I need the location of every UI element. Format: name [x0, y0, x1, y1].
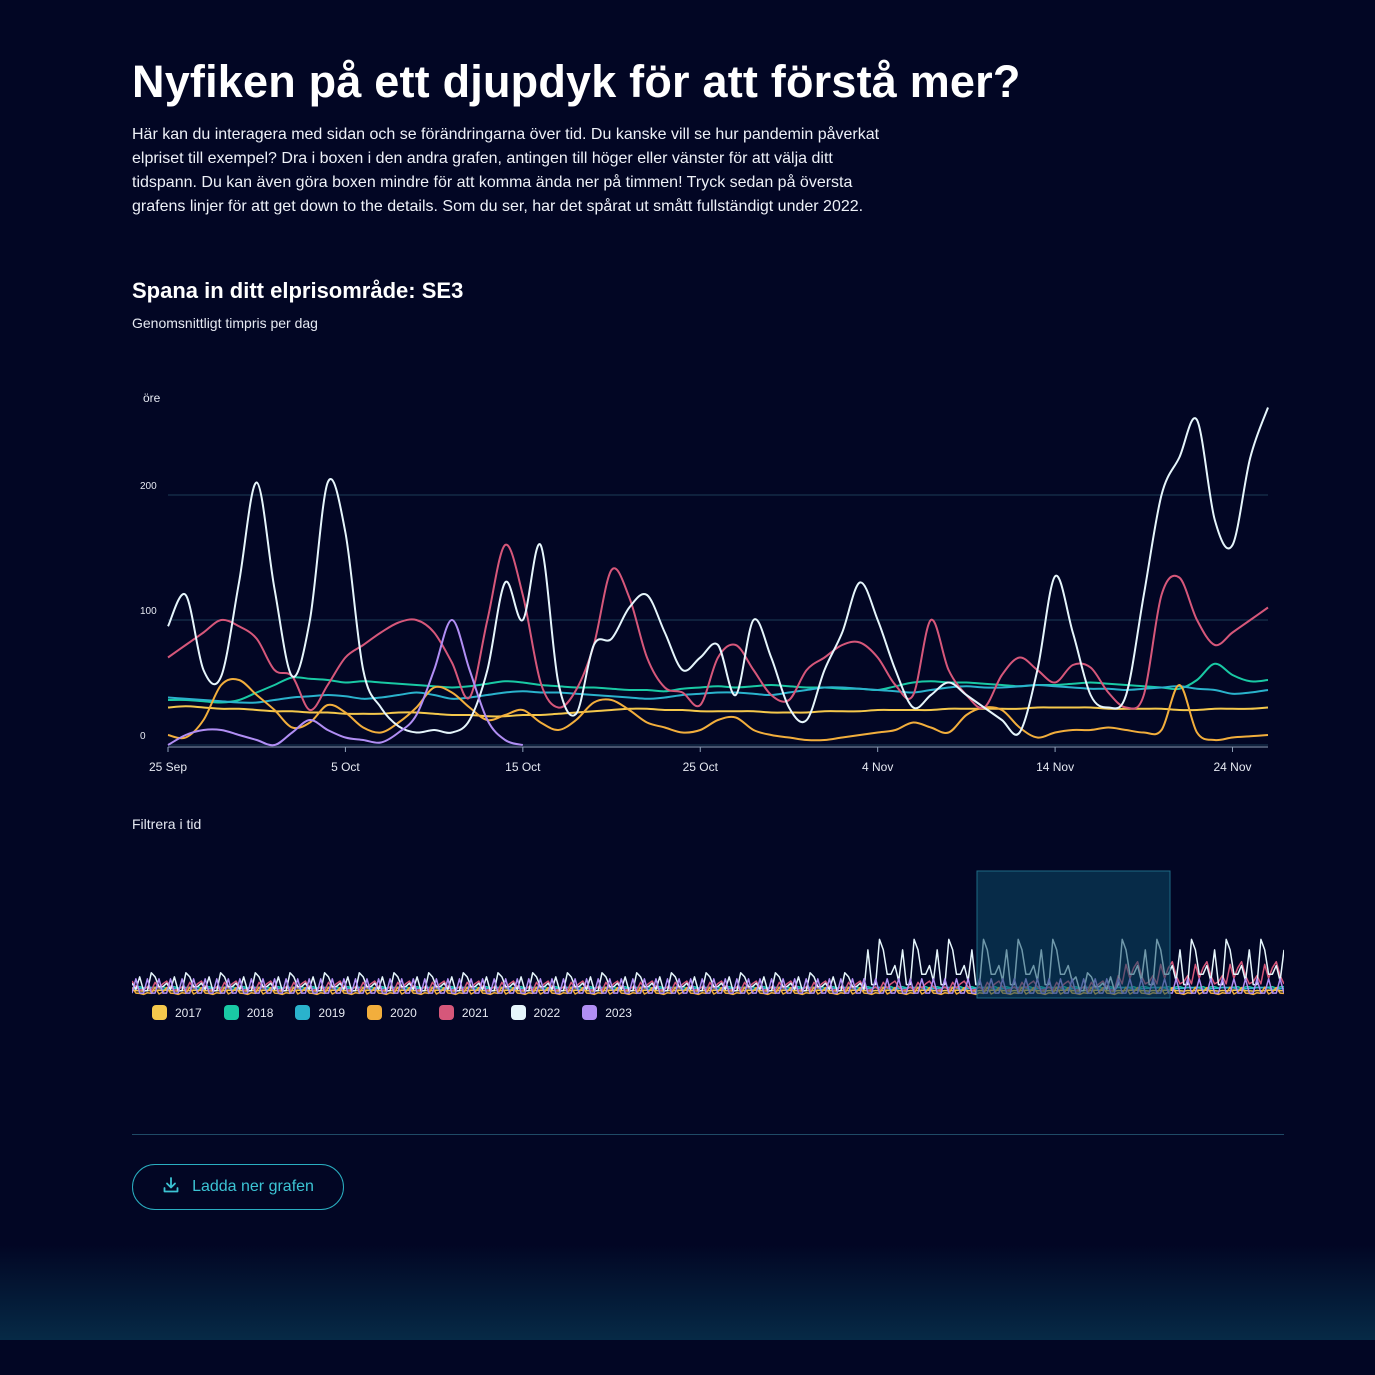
legend-item-2017[interactable]: 2017: [152, 1005, 202, 1020]
legend-label: 2017: [175, 1005, 202, 1020]
legend-item-2019[interactable]: 2019: [295, 1005, 345, 1020]
x-axis: 25 Sep 5 Oct 15 Oct 25 Oct 4 Nov 14 Nov 24 Nov: [149, 746, 1268, 774]
series-line-2021[interactable]: [167, 543, 1269, 711]
grid: 0 100 200: [140, 481, 1268, 746]
legend-swatch: [582, 1005, 598, 1020]
legend-item-2020[interactable]: 2020: [367, 1005, 417, 1020]
x-tick-label: 15 Oct: [505, 760, 541, 774]
legend-item-2018[interactable]: 2018: [223, 1005, 274, 1020]
series-line-2017[interactable]: [167, 705, 1269, 718]
footer-band: [0, 1245, 1375, 1340]
x-tick-label: 25 Oct: [683, 760, 719, 774]
x-tick-label: 14 Nov: [1036, 760, 1074, 774]
brush-selection-box[interactable]: [976, 870, 1171, 999]
x-tick-label: 24 Nov: [1214, 760, 1252, 774]
x-tick-label: 25 Sep: [149, 760, 187, 774]
legend-swatch: [510, 1005, 526, 1020]
legend-label: 2021: [461, 1005, 489, 1020]
series-line-2023[interactable]: [167, 619, 524, 747]
legend-swatch: [223, 1005, 239, 1020]
series-line-2020[interactable]: [167, 678, 1269, 742]
legend: 2017 2018 2019 2020 2021 2022 2023: [152, 1005, 654, 1020]
legend-swatch: [367, 1005, 383, 1020]
legend-label: 2022: [533, 1005, 561, 1020]
legend-swatch: [295, 1005, 311, 1020]
section-title: Spana in ditt elprisområde: SE3: [132, 278, 464, 303]
download-label: Ladda ner grafen: [192, 1178, 314, 1195]
x-tick-label: 5 Oct: [331, 760, 360, 774]
series-line-2019[interactable]: [167, 684, 1269, 704]
chart-subtitle: Genomsnittligt timpris per dag: [132, 315, 318, 331]
y-tick-label: 100: [140, 606, 157, 617]
divider: [132, 1134, 1284, 1135]
download-icon: [162, 1176, 180, 1199]
x-tick-label: 4 Nov: [862, 760, 893, 774]
page-title: Nyfiken på ett djupdyk för att förstå me…: [132, 56, 1021, 107]
y-tick-label: 0: [140, 731, 146, 742]
legend-label: 2023: [605, 1005, 632, 1020]
legend-swatch: [152, 1005, 167, 1020]
legend-item-2023[interactable]: 2023: [582, 1005, 632, 1020]
main-chart[interactable]: öre 0 100 200 25 Sep 5 Oct 15 Oct 25 Oct 4 Nov…: [132, 380, 1284, 780]
legend-item-2022[interactable]: 2022: [510, 1005, 561, 1020]
series-line-2022[interactable]: [167, 407, 1269, 736]
brush-chart[interactable]: [132, 860, 1284, 1005]
download-button[interactable]: Ladda ner grafen: [132, 1164, 344, 1210]
legend-label: 2019: [318, 1005, 346, 1020]
series-lines[interactable]: [167, 407, 1269, 747]
legend-label: 2020: [390, 1005, 417, 1020]
intro-text: Här kan du interagera med sidan och se f…: [132, 126, 880, 215]
filter-label: Filtrera i tid: [132, 816, 202, 832]
legend-item-2021[interactable]: 2021: [438, 1005, 489, 1020]
legend-label: 2018: [246, 1005, 274, 1020]
y-axis-label: öre: [143, 391, 161, 405]
legend-swatch: [438, 1005, 454, 1020]
y-tick-label: 200: [140, 481, 157, 492]
